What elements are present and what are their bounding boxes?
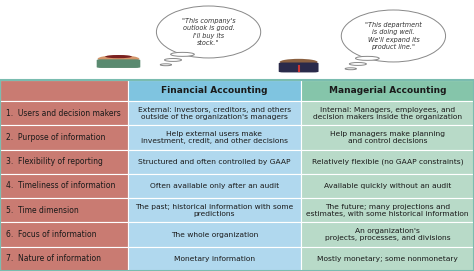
Bar: [0, 174, 128, 198]
Text: Mostly monetary; some nonmonetary: Mostly monetary; some nonmonetary: [317, 256, 458, 262]
Bar: [128, 101, 301, 125]
Text: The future; many projections and
estimates, with some historical information: The future; many projections and estimat…: [306, 204, 469, 217]
Bar: [128, 174, 301, 198]
Bar: [128, 222, 301, 247]
Circle shape: [160, 64, 172, 66]
Bar: [0, 222, 128, 247]
Bar: [128, 198, 301, 222]
Text: Monetary information: Monetary information: [174, 256, 255, 262]
Text: 6.  Focus of information: 6. Focus of information: [6, 230, 96, 239]
Bar: [128, 80, 301, 101]
Text: Internal: Managers, employees, and
decision makers inside the organization: Internal: Managers, employees, and decis…: [313, 107, 462, 120]
FancyBboxPatch shape: [97, 59, 140, 68]
Text: 2.  Purpose of information: 2. Purpose of information: [6, 133, 105, 142]
Circle shape: [349, 63, 366, 65]
Bar: [0, 125, 128, 150]
Circle shape: [98, 55, 139, 62]
Text: Managerial Accounting: Managerial Accounting: [329, 86, 446, 95]
Bar: [128, 125, 301, 150]
Text: Financial Accounting: Financial Accounting: [161, 86, 268, 95]
Circle shape: [164, 59, 182, 62]
FancyBboxPatch shape: [279, 63, 319, 72]
Text: An organization's
projects, processes, and divisions: An organization's projects, processes, a…: [325, 228, 450, 241]
Text: Help managers make planning
and control decisions: Help managers make planning and control …: [330, 131, 445, 144]
Bar: [0, 80, 128, 101]
Circle shape: [171, 52, 194, 56]
Text: Often available only after an audit: Often available only after an audit: [150, 183, 279, 189]
Ellipse shape: [105, 55, 132, 58]
Text: 7.  Nature of information: 7. Nature of information: [6, 254, 100, 263]
Text: External: Investors, creditors, and others
outside of the organization's manager: External: Investors, creditors, and othe…: [138, 107, 291, 120]
Bar: [0, 247, 128, 271]
Text: Relatively flexible (no GAAP constraints): Relatively flexible (no GAAP constraints…: [312, 159, 463, 165]
Text: 4.  Timeliness of information: 4. Timeliness of information: [6, 182, 115, 191]
Ellipse shape: [341, 10, 446, 62]
Circle shape: [345, 68, 356, 70]
Bar: [301, 80, 474, 101]
Bar: [301, 198, 474, 222]
Text: The whole organization: The whole organization: [171, 231, 258, 238]
Text: 1.  Users and decision makers: 1. Users and decision makers: [6, 109, 120, 118]
Text: The past; historical information with some
predictions: The past; historical information with so…: [136, 204, 293, 217]
Text: "This department
is doing well.
We'll expand its
product line.": "This department is doing well. We'll ex…: [365, 21, 422, 50]
Text: Structured and often controlled by GAAP: Structured and often controlled by GAAP: [138, 159, 291, 165]
Circle shape: [356, 56, 379, 60]
Text: 3.  Flexibility of reporting: 3. Flexibility of reporting: [6, 157, 102, 166]
Bar: [301, 150, 474, 174]
Bar: [301, 174, 474, 198]
Bar: [301, 247, 474, 271]
Bar: [128, 150, 301, 174]
Bar: [128, 247, 301, 271]
Circle shape: [280, 59, 318, 65]
Bar: [0, 198, 128, 222]
Text: "This company's
outlook is good.
I'll buy its
stock.": "This company's outlook is good. I'll bu…: [182, 18, 236, 46]
Text: 5.  Time dimension: 5. Time dimension: [6, 206, 78, 215]
Bar: [301, 222, 474, 247]
Text: Help external users make
investment, credit, and other decisions: Help external users make investment, cre…: [141, 131, 288, 144]
Bar: [0, 101, 128, 125]
Ellipse shape: [156, 6, 261, 58]
Bar: [301, 125, 474, 150]
Text: Available quickly without an audit: Available quickly without an audit: [324, 183, 451, 189]
Bar: [0, 150, 128, 174]
Bar: [301, 101, 474, 125]
